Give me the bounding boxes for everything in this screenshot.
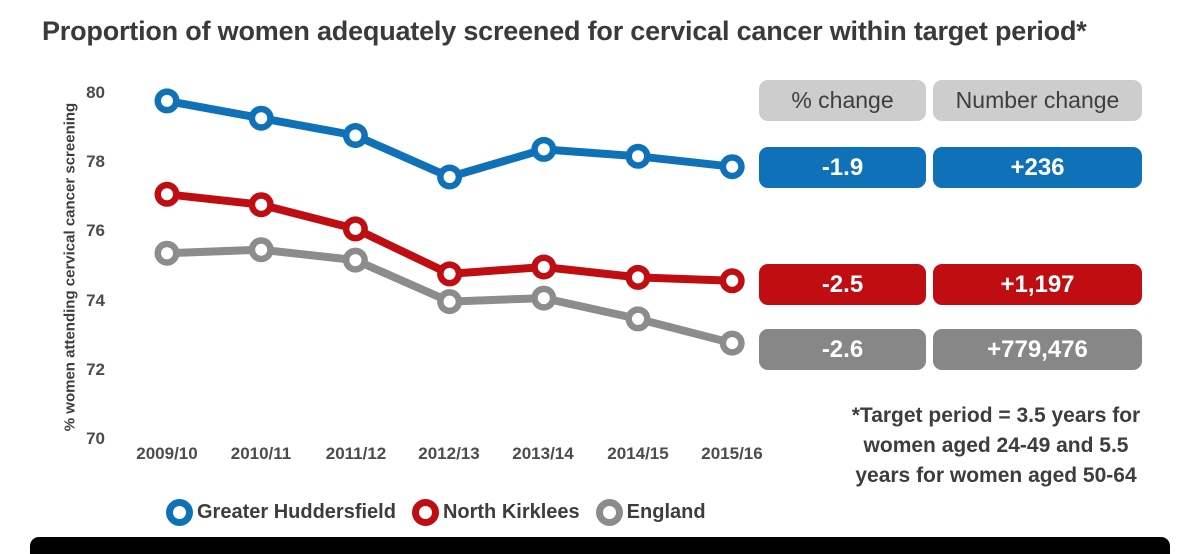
greater-huddersfield-line	[163, 96, 737, 181]
england-line	[163, 245, 737, 348]
greater-huddersfield-marker-icon	[166, 498, 193, 526]
legend-item-north-kirklees: North Kirklees	[411, 498, 580, 526]
north-kirklees-data-point-center	[443, 267, 456, 280]
footnote-line: *Target period = 3.5 years for	[851, 404, 1141, 427]
pct-change-england: -2.6	[759, 329, 926, 370]
legend-label: North Kirklees	[442, 500, 580, 523]
north-kirklees-data-point	[437, 261, 463, 287]
y-tick-label: 76	[86, 221, 105, 240]
footnote-line: years for women aged 50-64	[855, 464, 1137, 487]
y-tick-label: 70	[86, 429, 105, 448]
north-kirklees-data-point-center	[255, 198, 268, 211]
y-tick-label: 78	[86, 152, 105, 171]
legend-item-england: England	[595, 498, 706, 526]
pct-change-header: % change	[759, 80, 926, 121]
north-kirklees-data-point-center	[537, 261, 550, 273]
england-data-point-center	[537, 292, 550, 305]
england-data-point-center	[161, 247, 173, 260]
greater-huddersfield-data-point	[437, 164, 463, 190]
north-kirklees-data-point-center	[726, 274, 739, 287]
greater-huddersfield-data-point-center	[349, 129, 362, 142]
legend-label: England	[626, 500, 706, 523]
greater-huddersfield-data-point	[342, 123, 368, 148]
north-kirklees-data-point-center	[161, 188, 173, 201]
north-kirklees-data-point	[531, 254, 557, 280]
england-data-point	[625, 306, 651, 332]
x-tick-label: 2012/13	[418, 444, 480, 463]
greater-huddersfield-data-point	[531, 136, 557, 162]
greater-huddersfield-data-point-center	[161, 94, 173, 107]
greater-huddersfield-data-point-center	[255, 112, 268, 125]
england-data-point-center	[632, 312, 644, 325]
greater-huddersfield-data-point-center	[537, 143, 550, 156]
x-tick-label: 2014/15	[607, 444, 669, 463]
england-data-point	[719, 330, 745, 356]
y-tick-label: 80	[86, 83, 105, 102]
legend-label: Greater Huddersfield	[197, 500, 396, 523]
greater-huddersfield-data-point	[719, 154, 745, 180]
north-kirklees-data-point	[248, 192, 274, 218]
number-change-header: Number change	[933, 80, 1142, 121]
north-kirklees-data-point	[625, 264, 651, 290]
number-change-greater-huddersfield: +236	[933, 147, 1142, 188]
north-kirklees-marker-icon	[411, 498, 439, 526]
legend-item-greater-huddersfield: Greater Huddersfield	[166, 498, 396, 526]
bottom-bar	[30, 537, 1170, 554]
pct-change-greater-huddersfield: -1.9	[759, 147, 926, 188]
england-data-point-center	[443, 295, 456, 308]
england-marker-icon	[595, 498, 623, 526]
number-change-england: +779,476	[933, 329, 1142, 370]
england-data-point-center	[726, 337, 739, 350]
north-kirklees-data-point-center	[349, 222, 362, 235]
north-kirklees-data-point-center	[632, 271, 644, 284]
england-data-point-center	[255, 243, 268, 256]
england-data-point	[531, 285, 557, 311]
greater-huddersfield-data-point	[625, 143, 651, 169]
north-kirklees-data-point	[154, 181, 180, 207]
y-tick-label: 72	[86, 360, 105, 379]
england-data-point	[248, 237, 274, 263]
greater-huddersfield-data-point-center	[726, 160, 739, 173]
x-tick-label: 2009/10	[136, 444, 198, 463]
x-tick-label: 2010/11	[230, 444, 292, 463]
greater-huddersfield-data-point	[154, 88, 180, 114]
y-tick-label: 74	[86, 291, 105, 310]
chart-legend: Greater Huddersfield North Kirklees Engl…	[166, 497, 706, 527]
target-period-footnote: *Target period = 3.5 years for women age…	[806, 401, 1186, 491]
x-tick-label: 2013/14	[512, 444, 574, 463]
england-data-point	[437, 289, 463, 315]
greater-huddersfield-data-point-center	[443, 171, 456, 183]
england-data-point-center	[349, 254, 362, 267]
greater-huddersfield-data-point	[248, 105, 274, 131]
north-kirklees-data-point	[342, 216, 368, 242]
page-title: Proportion of women adequately screened …	[42, 16, 1087, 46]
number-change-north-kirklees: +1,197	[933, 264, 1142, 305]
pct-change-north-kirklees: -2.5	[759, 264, 926, 305]
x-tick-label: 2015/16	[701, 444, 763, 463]
england-data-point	[154, 240, 180, 266]
north-kirklees-line	[163, 190, 737, 285]
x-tick-label: 2011/12	[325, 444, 387, 463]
england-data-point	[342, 247, 368, 273]
footnote-line: women aged 24-49 and 5.5	[863, 434, 1129, 457]
north-kirklees-data-point	[719, 268, 745, 294]
greater-huddersfield-data-point-center	[632, 150, 644, 163]
